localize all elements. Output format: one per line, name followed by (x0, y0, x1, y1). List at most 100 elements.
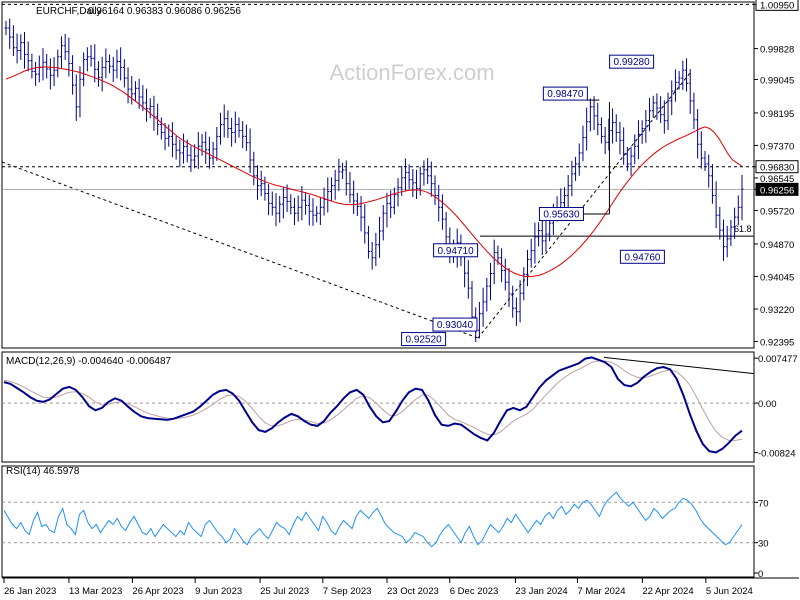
rsi-frame (1, 465, 755, 578)
candle (622, 127, 626, 165)
candle (681, 60, 685, 90)
x-tick-label: 13 Mar 2023 (69, 586, 122, 597)
macd-line (3, 356, 743, 454)
candle (315, 206, 319, 223)
level-label: 0.99280 (609, 54, 655, 69)
candle (34, 61, 38, 86)
price-tick-label: 0.96256 (760, 185, 794, 196)
candle (507, 268, 511, 308)
candle (433, 175, 437, 205)
candle (196, 132, 200, 170)
x-tick-label: 26 Jan 2023 (4, 586, 56, 597)
rsi-line (3, 491, 743, 548)
candle (337, 158, 341, 192)
candle (618, 121, 622, 155)
x-tick-label: 25 Jul 2023 (260, 586, 309, 597)
price-header-ohlc: 0.96164 0.96383 0.96086 0.96256 (88, 6, 241, 17)
candle (603, 126, 607, 155)
level-label: 0.94760 (619, 249, 665, 264)
candle (108, 54, 112, 74)
candle (26, 41, 30, 72)
candle (148, 98, 152, 119)
candle (407, 164, 411, 190)
moving-average-line (5, 66, 743, 278)
level-label: 0.98470 (542, 86, 600, 101)
candle (648, 97, 652, 132)
price-tick-label: 0.94870 (760, 240, 794, 251)
level-label-box (542, 86, 588, 101)
candle (185, 139, 189, 163)
candle (733, 207, 737, 239)
candle (344, 160, 348, 196)
candle (170, 122, 174, 158)
candle (67, 37, 71, 77)
price-tick-label: 0.99045 (760, 75, 794, 86)
candle (211, 141, 215, 166)
candle (167, 124, 171, 147)
level-label-text: 0.95630 (543, 210, 580, 221)
candle (182, 133, 186, 164)
candle (71, 55, 75, 95)
candle (599, 117, 603, 144)
candle (422, 160, 426, 186)
price-tick-box (755, 0, 799, 11)
candle (566, 175, 570, 210)
candle (489, 262, 493, 301)
candle (696, 109, 700, 159)
price-panel: EURCHF,Daily 0.96164 0.96383 0.96086 0.9… (1, 0, 799, 348)
candle (666, 92, 670, 131)
macd-tick-label: 0.00 (758, 399, 777, 410)
candle (259, 170, 263, 197)
panel-frames (1, 1, 799, 579)
candle (477, 301, 481, 339)
candle (56, 49, 60, 78)
candle (119, 47, 123, 81)
candle (215, 126, 219, 161)
candle (52, 57, 56, 86)
candle (289, 194, 293, 215)
candle (255, 165, 259, 200)
candle (219, 112, 223, 145)
candle (429, 161, 433, 197)
candle (230, 117, 234, 147)
candle (37, 55, 41, 83)
price-tick-label: 0.96830 (760, 163, 794, 174)
candle (93, 44, 97, 83)
candle (163, 122, 167, 151)
candle (48, 58, 52, 90)
rsi-tick-label: 30 (758, 539, 769, 550)
price-tick-label: 0.98195 (760, 109, 794, 120)
price-tick-box (755, 160, 799, 174)
candle (326, 177, 330, 213)
candle (725, 225, 729, 258)
price-tick-label: 0.92395 (760, 337, 794, 348)
candle (304, 191, 308, 215)
candle (636, 120, 640, 160)
candle (437, 184, 441, 222)
fib-label: 61.8 (734, 224, 752, 234)
candle (204, 131, 208, 164)
candle (189, 145, 193, 172)
candle (699, 131, 703, 169)
candle (89, 44, 93, 67)
candle (252, 151, 256, 186)
candle (281, 186, 285, 219)
candle (207, 136, 211, 169)
x-tick-label: 9 Jun 2023 (195, 586, 242, 597)
rsi-title: RSI(14) 46.5978 (6, 466, 80, 477)
candle (133, 81, 137, 101)
candle (178, 139, 182, 168)
candle (19, 34, 23, 60)
candle (511, 285, 515, 318)
candle (100, 56, 104, 92)
x-axis: 26 Jan 2023 13 Mar 2023 26 Apr 2023 9 Jun 2… (3, 578, 753, 597)
candle (522, 267, 526, 301)
candle (122, 59, 126, 88)
candle (655, 93, 659, 120)
price-tick-label: 0.96545 (760, 174, 794, 185)
candle (333, 169, 337, 200)
candle (241, 121, 245, 149)
candle (285, 184, 289, 213)
candle (366, 225, 370, 259)
candle (688, 68, 692, 114)
